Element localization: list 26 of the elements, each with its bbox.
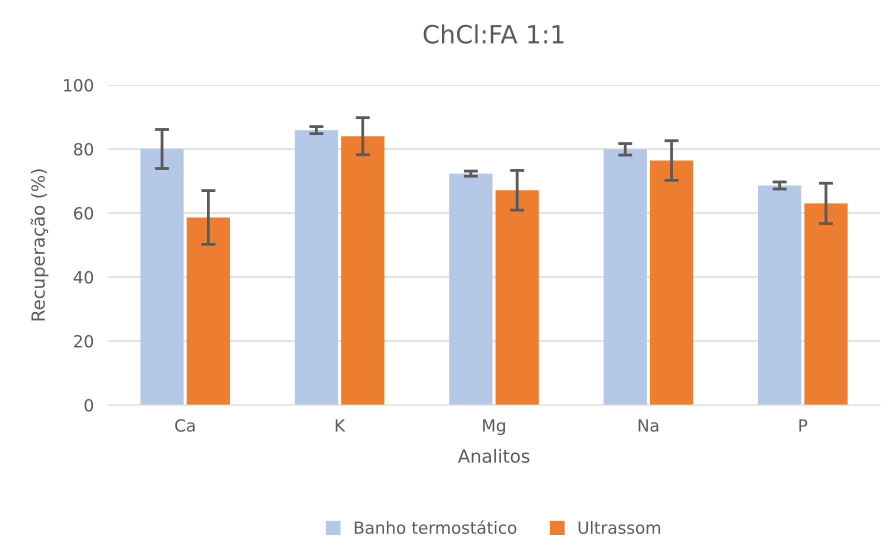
y-tick-label: 80 (74, 142, 94, 156)
bar (496, 190, 539, 405)
bar (140, 149, 184, 405)
bar (650, 160, 694, 405)
x-axis-title: Analitos (458, 448, 530, 463)
bar (294, 130, 338, 405)
bar (186, 217, 230, 405)
bar (604, 149, 647, 405)
y-axis-title: Recuperação (%) (30, 169, 48, 320)
bar (341, 136, 384, 405)
y-tick-label: 40 (74, 270, 94, 284)
x-tick-label: Na (638, 419, 658, 432)
bar (804, 203, 848, 405)
bar (449, 174, 492, 405)
y-tick-label: 20 (74, 334, 94, 348)
y-tick-label: 60 (74, 206, 94, 220)
x-tick-label: K (336, 419, 346, 432)
chart-title: ChCl:FA 1:1 (424, 24, 564, 44)
y-tick-label: 0 (84, 398, 94, 412)
x-tick-label: Ca (175, 419, 195, 432)
bar (758, 185, 802, 405)
x-tick-label: Mg (483, 419, 505, 436)
legend-label: Ultrassom (578, 521, 660, 534)
legend-label: Banho termostático (354, 520, 516, 534)
y-tick-label: 100 (64, 78, 94, 92)
x-tick-label: P (799, 419, 808, 432)
